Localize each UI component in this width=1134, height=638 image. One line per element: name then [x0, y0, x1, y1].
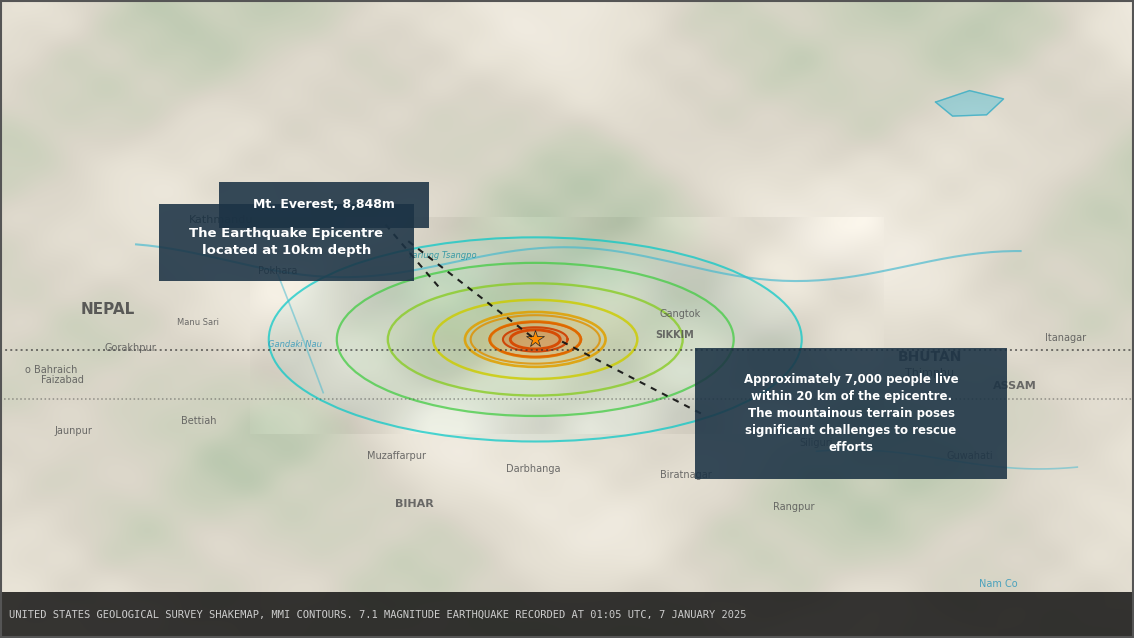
Polygon shape [471, 315, 600, 364]
FancyBboxPatch shape [219, 182, 429, 228]
Text: Kathmandu: Kathmandu [189, 215, 253, 225]
Text: Rangpur: Rangpur [773, 502, 814, 512]
Text: NEPAL: NEPAL [81, 302, 135, 317]
Text: Manu Sari: Manu Sari [177, 318, 220, 327]
Polygon shape [503, 327, 567, 352]
Text: o Bahraich: o Bahraich [25, 365, 77, 375]
Text: Jaunpur: Jaunpur [54, 426, 93, 436]
Text: Faizabad: Faizabad [41, 375, 84, 385]
FancyBboxPatch shape [695, 348, 1007, 478]
Text: Itanagar: Itanagar [1046, 333, 1086, 343]
Text: Muzaffarpur: Muzaffarpur [367, 451, 426, 461]
Text: SIKKIM: SIKKIM [655, 330, 694, 340]
Text: Biratnagar: Biratnagar [660, 470, 712, 480]
Text: Gorakhpur: Gorakhpur [104, 343, 156, 353]
Text: Thimphu: Thimphu [905, 368, 955, 378]
Text: UNITED STATES GEOLOGICAL SURVEY SHAKEMAP, MMI CONTOURS. 7.1 MAGNITUDE EARTHQUAKE: UNITED STATES GEOLOGICAL SURVEY SHAKEMAP… [9, 610, 746, 620]
Text: Mt. Everest, 8,848m: Mt. Everest, 8,848m [253, 198, 395, 211]
Polygon shape [936, 91, 1004, 116]
Text: BHUTAN: BHUTAN [898, 350, 962, 364]
Text: Siliguri: Siliguri [799, 438, 833, 449]
Polygon shape [490, 322, 581, 357]
Text: Pokhara: Pokhara [259, 266, 297, 276]
Text: Approximately 7,000 people live
within 20 km of the epicentre.
The mountainous t: Approximately 7,000 people live within 2… [744, 373, 958, 454]
Text: Gandaki Nau: Gandaki Nau [268, 340, 322, 349]
Text: The Earthquake Epicentre
located at 10km depth: The Earthquake Epicentre located at 10km… [189, 227, 383, 258]
Text: Guwahati: Guwahati [946, 451, 993, 461]
Text: Gangtok: Gangtok [660, 309, 701, 319]
FancyBboxPatch shape [0, 592, 1134, 638]
Text: Yarlung Tsangpo: Yarlung Tsangpo [408, 251, 476, 260]
FancyBboxPatch shape [159, 204, 414, 281]
Text: ASSAM: ASSAM [993, 381, 1036, 391]
Text: Darbhanga: Darbhanga [506, 464, 560, 474]
Text: Bettiah: Bettiah [180, 416, 217, 426]
Text: BIHAR: BIHAR [395, 499, 433, 509]
Text: Nam Co: Nam Co [979, 579, 1017, 589]
